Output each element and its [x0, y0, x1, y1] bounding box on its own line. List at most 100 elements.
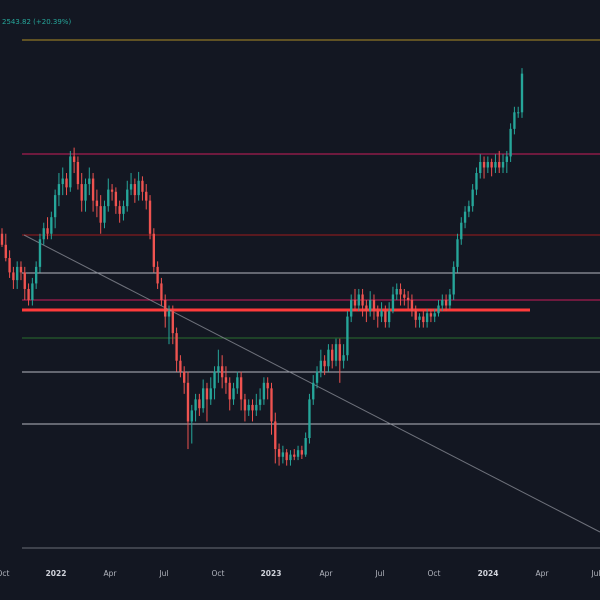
candle-body — [137, 180, 140, 196]
candle-body — [391, 294, 395, 312]
candle-body — [38, 239, 42, 267]
candle — [456, 233, 459, 273]
candle — [437, 300, 440, 317]
candle — [57, 173, 61, 207]
candle — [38, 233, 42, 273]
candle-body — [513, 112, 516, 129]
candle — [201, 379, 205, 413]
candle — [270, 382, 273, 435]
candle — [479, 154, 482, 179]
candle-body — [357, 294, 360, 306]
candle — [285, 449, 288, 466]
candle-body — [467, 206, 471, 212]
candle — [410, 294, 414, 317]
candle — [517, 106, 520, 118]
candle-body — [129, 184, 133, 190]
candle-body — [281, 452, 285, 457]
candle-body — [289, 454, 292, 461]
candle-body — [23, 272, 26, 289]
candle-body — [251, 404, 254, 411]
candle — [209, 377, 212, 405]
candle-body — [387, 311, 391, 323]
candle — [266, 377, 269, 400]
candle — [501, 154, 505, 174]
candle — [327, 344, 330, 372]
candle-body — [50, 217, 53, 234]
candle-body — [110, 189, 114, 192]
candle-body — [372, 300, 376, 312]
candle-body — [34, 266, 38, 284]
candle-body — [350, 300, 353, 317]
candle — [179, 355, 182, 378]
candle — [323, 355, 326, 376]
candle — [42, 222, 45, 245]
candle-body — [437, 305, 440, 314]
x-tick-label: 2023 — [261, 569, 282, 578]
candle-body — [274, 421, 277, 450]
candle — [34, 261, 38, 289]
candle-body — [365, 305, 368, 312]
candle — [50, 211, 53, 240]
candle — [274, 412, 277, 464]
candle — [23, 266, 26, 300]
candle-body — [479, 161, 482, 174]
candle-body — [126, 189, 129, 207]
candle — [505, 150, 508, 174]
candle — [251, 399, 254, 422]
candle — [205, 382, 209, 422]
candle — [387, 302, 391, 328]
candle-body — [167, 311, 171, 317]
candle-body — [228, 382, 231, 400]
candle-body — [490, 161, 493, 168]
candle — [80, 173, 83, 212]
candle — [220, 355, 224, 389]
candle — [258, 388, 262, 411]
candle — [334, 338, 338, 367]
candle — [194, 393, 197, 422]
candle-body — [410, 300, 414, 312]
candle-body — [141, 180, 144, 192]
candle-body — [255, 404, 258, 411]
candle-body — [164, 300, 167, 317]
candle — [4, 233, 7, 262]
candle — [0, 228, 4, 247]
candle — [357, 288, 360, 312]
candle-body — [213, 371, 216, 389]
candle-body — [103, 206, 106, 223]
candle-body — [353, 300, 357, 306]
time-axis[interactable]: Oct 2022 Apr Jul Oct 2023 Apr Jul Oct 2024 Apr Jul — [0, 566, 600, 600]
candle-body — [334, 344, 338, 361]
candle-body — [323, 360, 326, 367]
candle-body — [444, 300, 448, 306]
x-tick-label: Apr — [536, 569, 550, 578]
candle-body — [57, 184, 61, 196]
candle-body — [201, 388, 205, 409]
candle — [315, 366, 319, 389]
candle — [141, 176, 144, 201]
candle — [281, 445, 285, 464]
candle-body — [16, 266, 19, 281]
candle-body — [217, 366, 220, 372]
candle-body — [433, 313, 436, 317]
candle — [186, 371, 190, 450]
candle — [441, 294, 444, 312]
candle — [27, 283, 30, 306]
candle — [509, 123, 512, 162]
candle — [137, 171, 140, 201]
candle-body — [243, 399, 247, 411]
candle — [391, 286, 395, 314]
candle — [361, 288, 364, 317]
candle — [190, 404, 193, 444]
candle-body — [53, 195, 57, 218]
descending-trend-line[interactable] — [23, 234, 600, 533]
candle — [19, 261, 23, 281]
candle — [368, 291, 372, 317]
candle — [304, 432, 307, 457]
candle — [429, 308, 433, 323]
candle — [350, 294, 353, 323]
candle-body — [183, 371, 186, 383]
candle — [53, 189, 57, 229]
candle — [342, 344, 345, 369]
